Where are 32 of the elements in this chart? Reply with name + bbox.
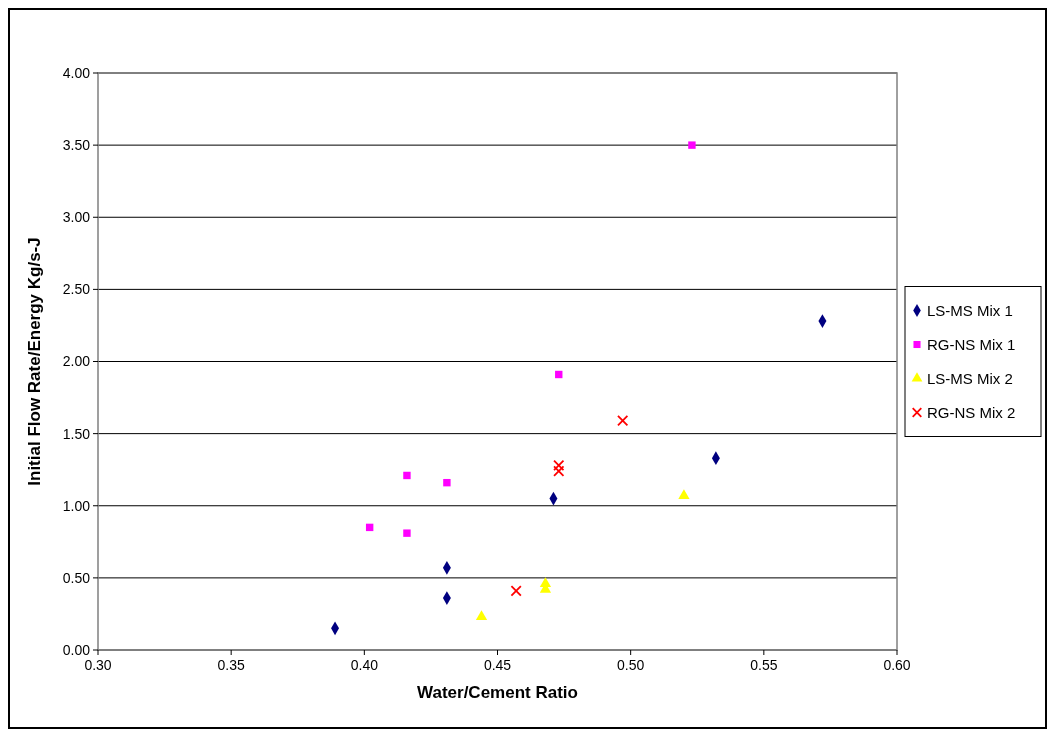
point — [678, 489, 690, 499]
y-tick-label: 2.50 — [62, 281, 91, 298]
legend-label: RG-NS Mix 1 — [927, 335, 1016, 353]
x-tick-label: 0.50 — [617, 657, 645, 673]
x-tick-label: 0.30 — [84, 657, 112, 673]
point — [443, 478, 451, 487]
y-tick-label: 1.50 — [62, 425, 91, 442]
point — [475, 610, 488, 621]
y-axis-title: Initial Flow Rate/Energy Kg/s-J — [25, 237, 44, 486]
x-tick-label: 0.35 — [217, 657, 245, 673]
legend-label: LS-MS Mix 1 — [927, 301, 1013, 319]
x-axis-title: Water/Cement Ratio — [417, 683, 578, 702]
legend-label: RG-NS Mix 2 — [927, 403, 1016, 421]
point — [553, 459, 565, 471]
y-tick-label: 3.00 — [62, 209, 91, 226]
point — [403, 471, 411, 480]
x-tick-label: 0.40 — [350, 657, 379, 673]
point — [553, 465, 565, 477]
point — [403, 529, 411, 537]
x-tick-label: 0.45 — [483, 657, 512, 673]
y-tick-label: 3.50 — [62, 137, 91, 154]
point — [510, 585, 522, 597]
y-tick-label: 0.00 — [62, 641, 91, 658]
y-tick-label: 1.00 — [62, 497, 91, 514]
x-tick-label: 0.60 — [883, 657, 911, 673]
y-tick-label: 2.00 — [62, 353, 91, 370]
point — [688, 141, 696, 149]
y-tick-label: 0.50 — [62, 569, 91, 586]
legend-label: LS-MS Mix 2 — [927, 369, 1013, 387]
point — [617, 415, 629, 427]
y-tick-label: 4.00 — [62, 64, 91, 81]
x-tick-label: 0.55 — [750, 657, 778, 673]
